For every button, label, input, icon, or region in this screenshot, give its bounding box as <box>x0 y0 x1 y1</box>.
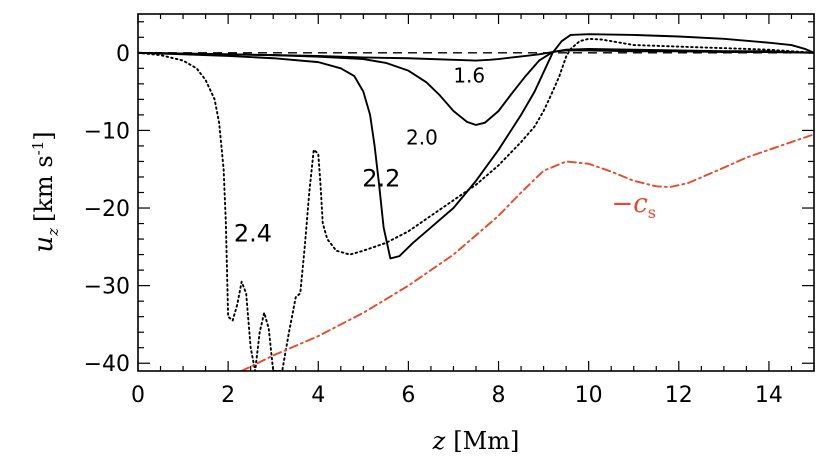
curve-label: 2.0 <box>406 125 438 149</box>
x-axis-var: z <box>432 427 446 455</box>
y-axis-var: u <box>29 236 59 253</box>
series-line-2 <box>138 49 814 62</box>
y-tick-label: −20 <box>84 197 130 222</box>
ticks-layer <box>137 14 815 371</box>
sound-speed-label: −cs <box>611 189 656 222</box>
x-tick-label: 2 <box>221 383 235 408</box>
series-line-4 <box>240 133 814 371</box>
curve-label: 1.6 <box>453 63 485 87</box>
x-tick-label: 12 <box>665 383 693 408</box>
series-line-1 <box>138 33 814 260</box>
curve-label: 2.2 <box>362 164 400 192</box>
y-tick-label: −40 <box>84 352 130 377</box>
x-axis-label: z [Mm] <box>432 427 520 455</box>
x-axis-unit: [Mm] <box>453 427 519 455</box>
y-axis-sub: z <box>44 228 62 237</box>
x-tick-label: 6 <box>401 383 415 408</box>
y-axis-unit: [km s <box>30 155 58 222</box>
plot-frame <box>137 13 815 372</box>
y-axis-label: uz [km s-1] <box>29 131 62 252</box>
x-tick-label: 14 <box>755 383 783 408</box>
y-axis-close: ] <box>30 131 58 140</box>
curve-label: 2.4 <box>234 219 272 247</box>
y-tick-label: 0 <box>116 42 130 67</box>
x-tick-label: 0 <box>131 383 145 408</box>
series-line-0 <box>138 47 814 126</box>
x-tick-label: 4 <box>311 383 325 408</box>
y-tick-label: −10 <box>84 119 130 144</box>
labels-layer: 0 2 4 6 8 10 12 14 0 −10 −20 −30 −40 1.6 2.02.2 2.4 −cs <box>84 42 783 408</box>
x-tick-label: 8 <box>492 383 506 408</box>
series-layer <box>138 33 814 371</box>
x-tick-label: 10 <box>575 383 603 408</box>
series-line-3 <box>138 37 814 371</box>
y-axis-exp: -1 <box>29 141 47 156</box>
y-tick-label: −30 <box>84 275 130 300</box>
